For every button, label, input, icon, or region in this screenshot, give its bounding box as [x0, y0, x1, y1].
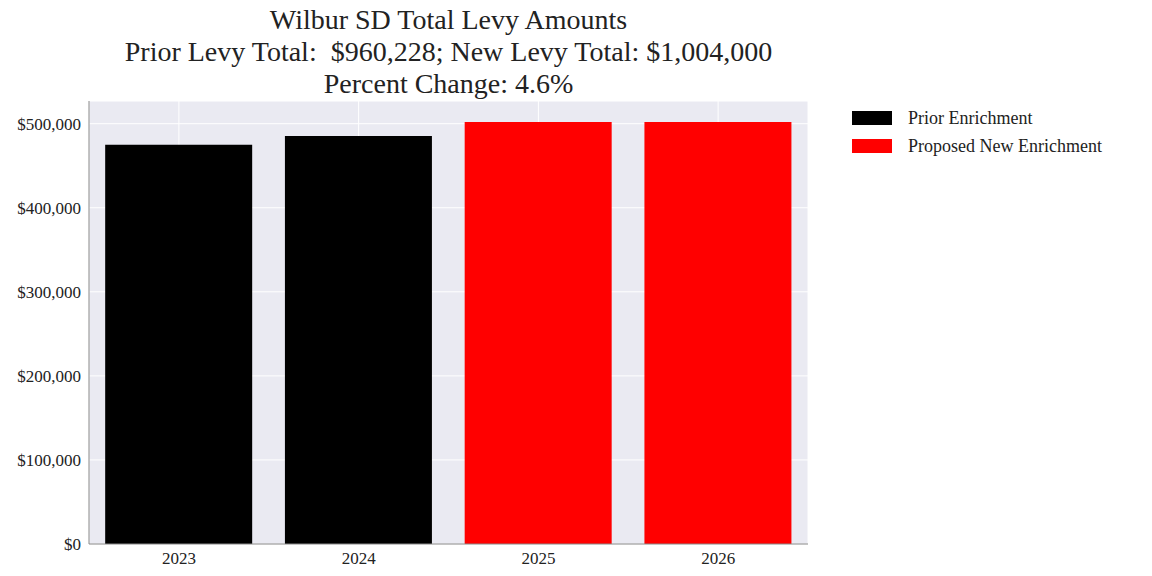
- svg-text:2023: 2023: [162, 549, 196, 568]
- svg-text:2026: 2026: [701, 549, 735, 568]
- svg-text:$300,000: $300,000: [17, 283, 81, 302]
- svg-text:2025: 2025: [521, 549, 555, 568]
- svg-text:$0: $0: [64, 535, 81, 554]
- svg-text:$200,000: $200,000: [17, 367, 81, 386]
- html-text:Prior Enrichment: Prior Enrichment: [908, 107, 1033, 128]
- svg-text:$100,000: $100,000: [17, 451, 81, 470]
- svg-text:2024: 2024: [342, 549, 377, 568]
- html-text:Proposed New Enrichment: Proposed New Enrichment: [908, 135, 1102, 156]
- html-text:Prior Levy Total: $960,228; Ne: Prior Levy Total: $960,228; New Levy Tot…: [124, 36, 773, 67]
- svg-text:$500,000: $500,000: [17, 115, 81, 134]
- html-text:Percent Change: 4.6%: Percent Change: 4.6%: [323, 68, 574, 99]
- html-text:Wilbur SD Total Levy Amounts: Wilbur SD Total Levy Amounts: [269, 4, 628, 35]
- svg-text:$400,000: $400,000: [17, 199, 81, 218]
